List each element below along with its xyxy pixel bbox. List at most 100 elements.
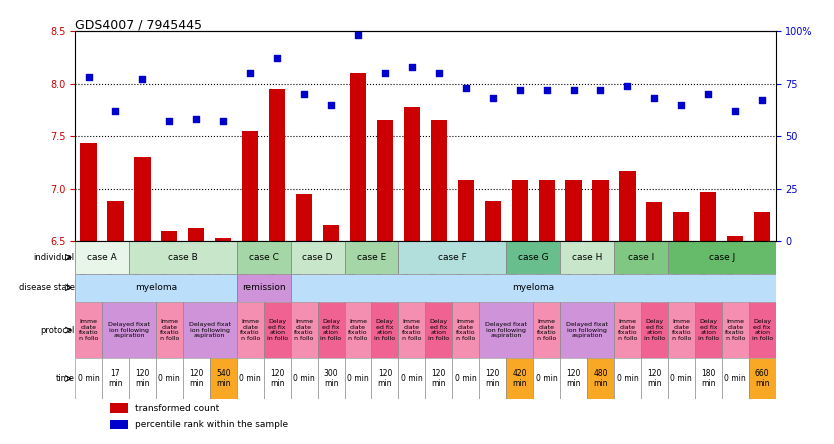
Point bbox=[620, 82, 634, 89]
Text: 120
min: 120 min bbox=[431, 369, 446, 388]
Text: case H: case H bbox=[572, 253, 602, 262]
FancyBboxPatch shape bbox=[129, 241, 237, 274]
FancyBboxPatch shape bbox=[237, 358, 264, 399]
FancyBboxPatch shape bbox=[614, 358, 641, 399]
Point bbox=[189, 116, 203, 123]
Text: case F: case F bbox=[438, 253, 467, 262]
Bar bbox=[673, 212, 690, 444]
Bar bbox=[458, 180, 474, 444]
Point bbox=[432, 70, 445, 77]
Point bbox=[217, 118, 230, 125]
Point bbox=[298, 91, 311, 98]
Bar bbox=[592, 180, 609, 444]
Point bbox=[486, 95, 500, 102]
Text: GDS4007 / 7945445: GDS4007 / 7945445 bbox=[75, 18, 202, 31]
Text: individual: individual bbox=[33, 253, 75, 262]
Text: Imme
diate
fixatio
n follo: Imme diate fixatio n follo bbox=[402, 319, 422, 341]
Text: remission: remission bbox=[242, 283, 285, 292]
Point bbox=[648, 95, 661, 102]
FancyBboxPatch shape bbox=[668, 358, 695, 399]
Text: case J: case J bbox=[709, 253, 735, 262]
FancyBboxPatch shape bbox=[668, 302, 695, 358]
FancyBboxPatch shape bbox=[102, 358, 129, 399]
Point bbox=[163, 118, 176, 125]
FancyBboxPatch shape bbox=[290, 302, 318, 358]
Text: 0 min: 0 min bbox=[78, 374, 99, 383]
Text: myeloma: myeloma bbox=[512, 283, 554, 292]
Bar bbox=[727, 236, 743, 444]
Text: Delay
ed fix
ation
in follo: Delay ed fix ation in follo bbox=[428, 319, 450, 341]
Text: 660
min: 660 min bbox=[755, 369, 770, 388]
Point bbox=[270, 55, 284, 62]
Text: Imme
diate
fixatio
n follo: Imme diate fixatio n follo bbox=[348, 319, 368, 341]
Text: 120
min: 120 min bbox=[378, 369, 392, 388]
Bar bbox=[80, 143, 97, 444]
Text: Delay
ed fix
ation
in follo: Delay ed fix ation in follo bbox=[751, 319, 773, 341]
Text: case G: case G bbox=[518, 253, 549, 262]
Bar bbox=[754, 212, 771, 444]
Text: 0 min: 0 min bbox=[455, 374, 477, 383]
Bar bbox=[269, 89, 285, 444]
Text: case B: case B bbox=[168, 253, 198, 262]
FancyBboxPatch shape bbox=[480, 358, 506, 399]
FancyBboxPatch shape bbox=[668, 241, 776, 274]
Bar bbox=[701, 192, 716, 444]
Text: 120
min: 120 min bbox=[270, 369, 284, 388]
Text: 0 min: 0 min bbox=[724, 374, 746, 383]
Text: 180
min: 180 min bbox=[701, 369, 716, 388]
FancyBboxPatch shape bbox=[399, 302, 425, 358]
FancyBboxPatch shape bbox=[560, 358, 587, 399]
FancyBboxPatch shape bbox=[560, 302, 614, 358]
Text: Delayed fixat
ion following
aspiration: Delayed fixat ion following aspiration bbox=[566, 322, 608, 338]
Bar bbox=[296, 194, 312, 444]
FancyBboxPatch shape bbox=[452, 358, 480, 399]
FancyBboxPatch shape bbox=[129, 358, 156, 399]
Bar bbox=[108, 201, 123, 444]
FancyBboxPatch shape bbox=[695, 302, 721, 358]
Point bbox=[701, 91, 715, 98]
Bar bbox=[134, 157, 150, 444]
Text: 120
min: 120 min bbox=[485, 369, 500, 388]
Text: 0 min: 0 min bbox=[158, 374, 180, 383]
Text: 480
min: 480 min bbox=[593, 369, 608, 388]
Bar bbox=[110, 404, 128, 412]
FancyBboxPatch shape bbox=[318, 302, 344, 358]
FancyBboxPatch shape bbox=[749, 358, 776, 399]
FancyBboxPatch shape bbox=[721, 358, 749, 399]
Text: Imme
diate
fixatio
n follo: Imme diate fixatio n follo bbox=[294, 319, 314, 341]
Text: 0 min: 0 min bbox=[535, 374, 557, 383]
Text: Delay
ed fix
ation
in follo: Delay ed fix ation in follo bbox=[698, 319, 719, 341]
Point bbox=[108, 107, 122, 115]
Point bbox=[729, 107, 742, 115]
Bar bbox=[161, 231, 178, 444]
FancyBboxPatch shape bbox=[533, 302, 560, 358]
Text: protocol: protocol bbox=[40, 325, 75, 335]
Bar bbox=[485, 201, 500, 444]
Point bbox=[136, 76, 149, 83]
FancyBboxPatch shape bbox=[695, 358, 721, 399]
FancyBboxPatch shape bbox=[425, 358, 452, 399]
Text: Delay
ed fix
ation
in follo: Delay ed fix ation in follo bbox=[267, 319, 288, 341]
Point bbox=[244, 70, 257, 77]
FancyBboxPatch shape bbox=[75, 274, 237, 302]
FancyBboxPatch shape bbox=[371, 358, 399, 399]
Text: Imme
diate
fixatio
n follo: Imme diate fixatio n follo bbox=[671, 319, 691, 341]
FancyBboxPatch shape bbox=[237, 302, 264, 358]
FancyBboxPatch shape bbox=[721, 302, 749, 358]
FancyBboxPatch shape bbox=[75, 302, 102, 358]
Bar bbox=[620, 171, 636, 444]
Bar bbox=[430, 120, 447, 444]
FancyBboxPatch shape bbox=[641, 302, 668, 358]
FancyBboxPatch shape bbox=[318, 358, 344, 399]
FancyBboxPatch shape bbox=[210, 358, 237, 399]
Text: 17
min: 17 min bbox=[108, 369, 123, 388]
Text: 120
min: 120 min bbox=[647, 369, 661, 388]
FancyBboxPatch shape bbox=[480, 302, 533, 358]
Bar bbox=[377, 120, 393, 444]
Bar bbox=[215, 238, 231, 444]
FancyBboxPatch shape bbox=[614, 302, 641, 358]
Text: 120
min: 120 min bbox=[189, 369, 203, 388]
FancyBboxPatch shape bbox=[75, 241, 129, 274]
Text: disease state: disease state bbox=[19, 283, 75, 292]
Text: 0 min: 0 min bbox=[616, 374, 638, 383]
